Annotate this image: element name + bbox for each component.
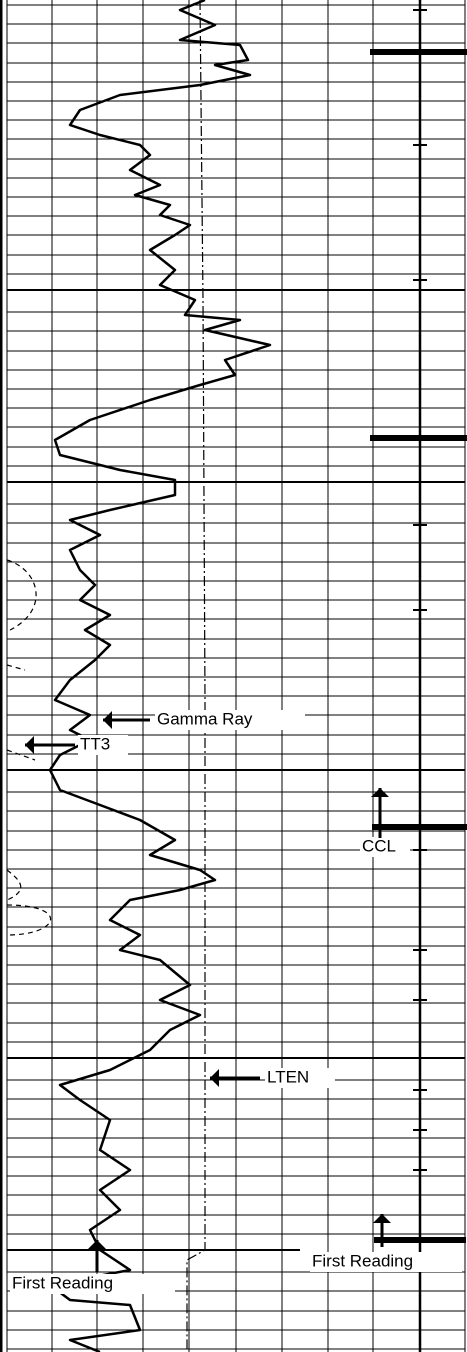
tt3-curve [6, 904, 52, 936]
annotation-label: First Reading [12, 1273, 113, 1292]
annotation-label: TT3 [80, 734, 110, 753]
ccl-spike [370, 435, 467, 441]
annotation-label: CCL [362, 836, 396, 855]
gamma-ray-curve [48, 0, 272, 1352]
tt3-curve [6, 559, 37, 631]
label-background [78, 735, 128, 755]
label-background [265, 1068, 335, 1088]
arrow-head [25, 736, 34, 754]
annotation-label: Gamma Ray [157, 709, 253, 728]
ccl-spike [374, 1237, 466, 1243]
arrow-head [371, 788, 389, 797]
annotation-label: First Reading [312, 1251, 413, 1270]
ccl-spike [370, 49, 467, 55]
arrow-head [373, 1214, 391, 1223]
labels: Gamma Ray TT3 CCL LTEN First Reading First Re… [10, 709, 462, 1294]
tt3-curve [6, 749, 36, 761]
label-background [360, 837, 410, 857]
arrow-head [210, 1069, 219, 1087]
tt3-curve [6, 664, 26, 671]
tt3-curve [6, 869, 22, 901]
label-background [155, 710, 305, 730]
arrow-head [103, 711, 112, 729]
arrow-head [88, 1240, 106, 1249]
label-background [10, 1274, 175, 1294]
label-background [310, 1252, 462, 1272]
curves [6, 0, 467, 1352]
annotation-label: LTEN [267, 1067, 309, 1086]
ccl-spike [372, 824, 467, 830]
lten-curve [186, 0, 206, 1352]
